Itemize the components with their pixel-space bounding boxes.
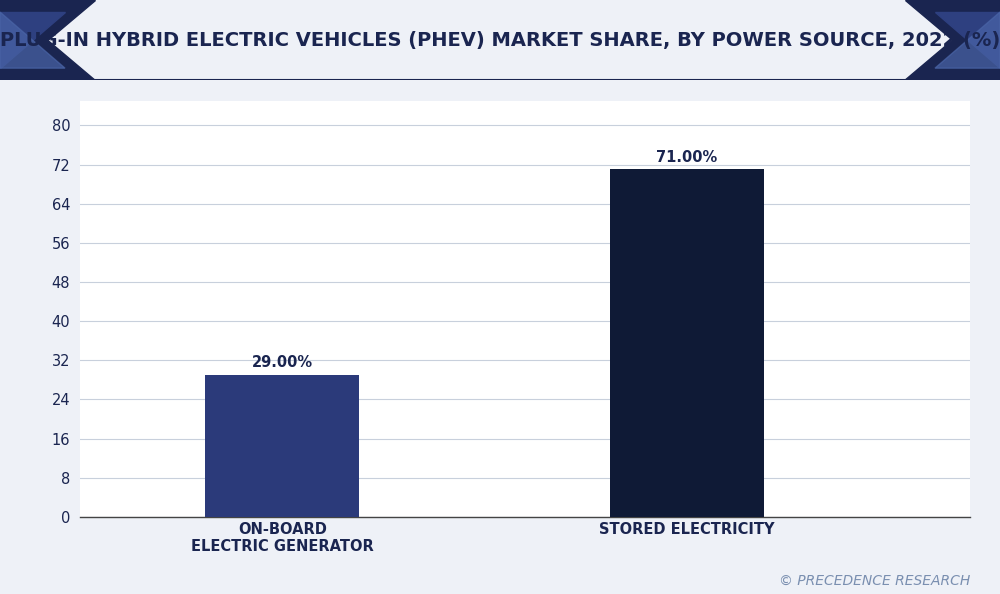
Polygon shape (0, 0, 95, 80)
Text: © PRECEDENCE RESEARCH: © PRECEDENCE RESEARCH (779, 574, 970, 588)
Text: PLUG-IN HYBRID ELECTRIC VEHICLES (PHEV) MARKET SHARE, BY POWER SOURCE, 2022 (%): PLUG-IN HYBRID ELECTRIC VEHICLES (PHEV) … (0, 31, 1000, 49)
Polygon shape (0, 0, 95, 80)
Text: 29.00%: 29.00% (252, 355, 313, 370)
Polygon shape (935, 12, 1000, 68)
Polygon shape (0, 12, 65, 68)
Polygon shape (905, 0, 1000, 80)
Bar (610, 169, 764, 517)
Bar (205, 375, 359, 517)
Polygon shape (905, 0, 1000, 80)
Polygon shape (935, 12, 1000, 68)
Text: 71.00%: 71.00% (656, 150, 717, 165)
Polygon shape (0, 12, 65, 68)
